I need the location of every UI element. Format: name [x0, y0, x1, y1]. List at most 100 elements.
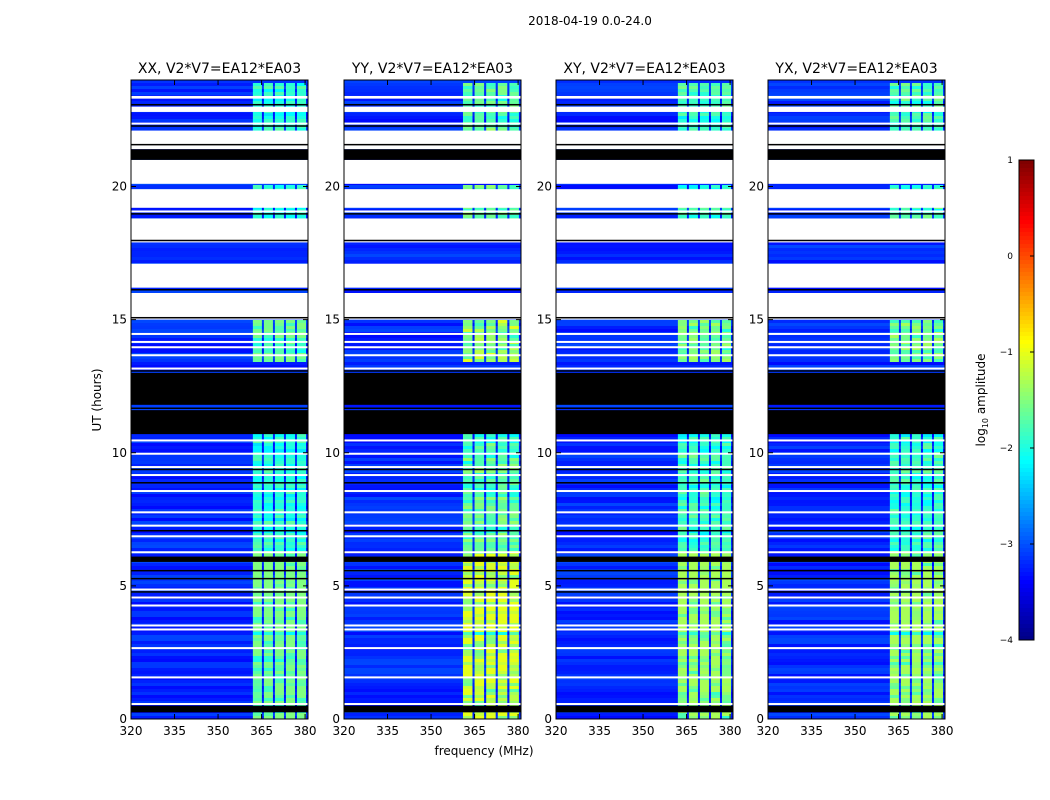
rfi-cell [509, 350, 519, 353]
rfi-cell [462, 461, 473, 464]
rfi-cell [296, 653, 307, 656]
rfi-cell [688, 440, 698, 443]
rfi-cell [922, 449, 932, 452]
rfi-cell [677, 464, 687, 467]
rfi-cell [889, 101, 899, 104]
rfi-cell [889, 530, 899, 533]
rfi-cell [486, 335, 496, 338]
rfi-cell [285, 518, 295, 521]
rfi-cell [911, 626, 921, 629]
flag-line [344, 624, 521, 627]
rfi-cell [509, 620, 519, 623]
rfi-cell [274, 437, 284, 440]
y-axis-label: UT (hours) [90, 368, 104, 431]
flagged-white-band [768, 189, 945, 208]
rfi-cell [933, 515, 944, 518]
rfi-cell [699, 641, 709, 644]
colorbar-cell [1019, 552, 1034, 557]
rfi-cell [699, 536, 709, 539]
data-row [131, 635, 308, 638]
rfi-cell [497, 116, 508, 119]
colorbar-cell [1019, 600, 1034, 605]
data-row [768, 650, 945, 653]
flag-line [131, 340, 308, 343]
rfi-cell [900, 113, 910, 116]
data-row [131, 245, 308, 248]
rfi-cell [710, 485, 720, 488]
rfi-cell [889, 497, 899, 500]
colorbar-cell [1019, 188, 1034, 193]
rfi-cell [710, 698, 720, 701]
rfi-cell [710, 545, 720, 548]
rfi-cell [699, 644, 709, 647]
colorbar-cell [1019, 348, 1034, 353]
flag-line [131, 367, 308, 370]
colorbar-cell [1019, 604, 1034, 609]
rfi-cell [486, 83, 496, 86]
colorbar-cell [1019, 412, 1034, 417]
data-row [131, 86, 308, 89]
rfi-cell [263, 665, 273, 668]
rfi-cell [509, 713, 519, 716]
rfi-cell [474, 668, 485, 671]
rfi-cell [274, 464, 284, 467]
flag-line [556, 535, 733, 538]
rfi-cell [911, 692, 921, 695]
rfi-cell [474, 461, 485, 464]
rfi-cell [486, 215, 496, 218]
rfi-cell [497, 98, 508, 101]
rfi-cell [677, 497, 687, 500]
rfi-cell [486, 533, 496, 536]
rfi-cell [933, 530, 944, 533]
rfi-cell [474, 620, 485, 623]
rfi-cell [710, 512, 720, 515]
rfi-cell [677, 620, 687, 623]
data-row [131, 566, 308, 569]
rfi-cell [900, 350, 910, 353]
rfi-cell [497, 683, 508, 686]
rfi-cell [922, 335, 932, 338]
rfi-cell [274, 653, 284, 656]
flagged-black-band [556, 410, 733, 435]
rfi-cell [721, 530, 732, 533]
flag-line [768, 490, 945, 493]
flag-line [344, 703, 521, 706]
rfi-cell [688, 329, 698, 332]
rfi-cell [486, 521, 496, 524]
rfi-cell [889, 113, 899, 116]
rfi-cell [699, 584, 709, 587]
panel-title: XX, V2*V7=EA12*EA03 [138, 61, 301, 77]
rfi-cell [509, 611, 519, 614]
rfi-cell [252, 98, 262, 101]
rfi-cell [699, 458, 709, 461]
rfi-cell [462, 635, 473, 638]
rfi-cell [721, 641, 732, 644]
rfi-cell [889, 527, 899, 530]
rfi-cell [710, 185, 720, 188]
rfi-cell [296, 515, 307, 518]
rfi-cell [252, 86, 262, 89]
rfi-cell [922, 668, 932, 671]
rfi-cell [474, 467, 485, 470]
flagged-white-band [131, 159, 308, 184]
rfi-cell [922, 701, 932, 704]
rfi-cell [509, 518, 519, 521]
data-row [768, 644, 945, 647]
rfi-cell [474, 89, 485, 92]
rfi-cell [911, 665, 921, 668]
rfi-cell [274, 500, 284, 503]
rfi-cell [688, 434, 698, 437]
colorbar-cell [1019, 340, 1034, 345]
flag-line [344, 604, 521, 607]
rfi-cell [274, 119, 284, 122]
rfi-cell [911, 434, 921, 437]
rfi-cell [462, 515, 473, 518]
rfi-cell [274, 614, 284, 617]
rfi-cell [710, 521, 720, 524]
data-row [131, 578, 308, 581]
data-row [131, 536, 308, 539]
rfi-cell [285, 479, 295, 482]
rfi-cell [677, 680, 687, 683]
rfi-cell [699, 335, 709, 338]
rfi-cell [699, 479, 709, 482]
